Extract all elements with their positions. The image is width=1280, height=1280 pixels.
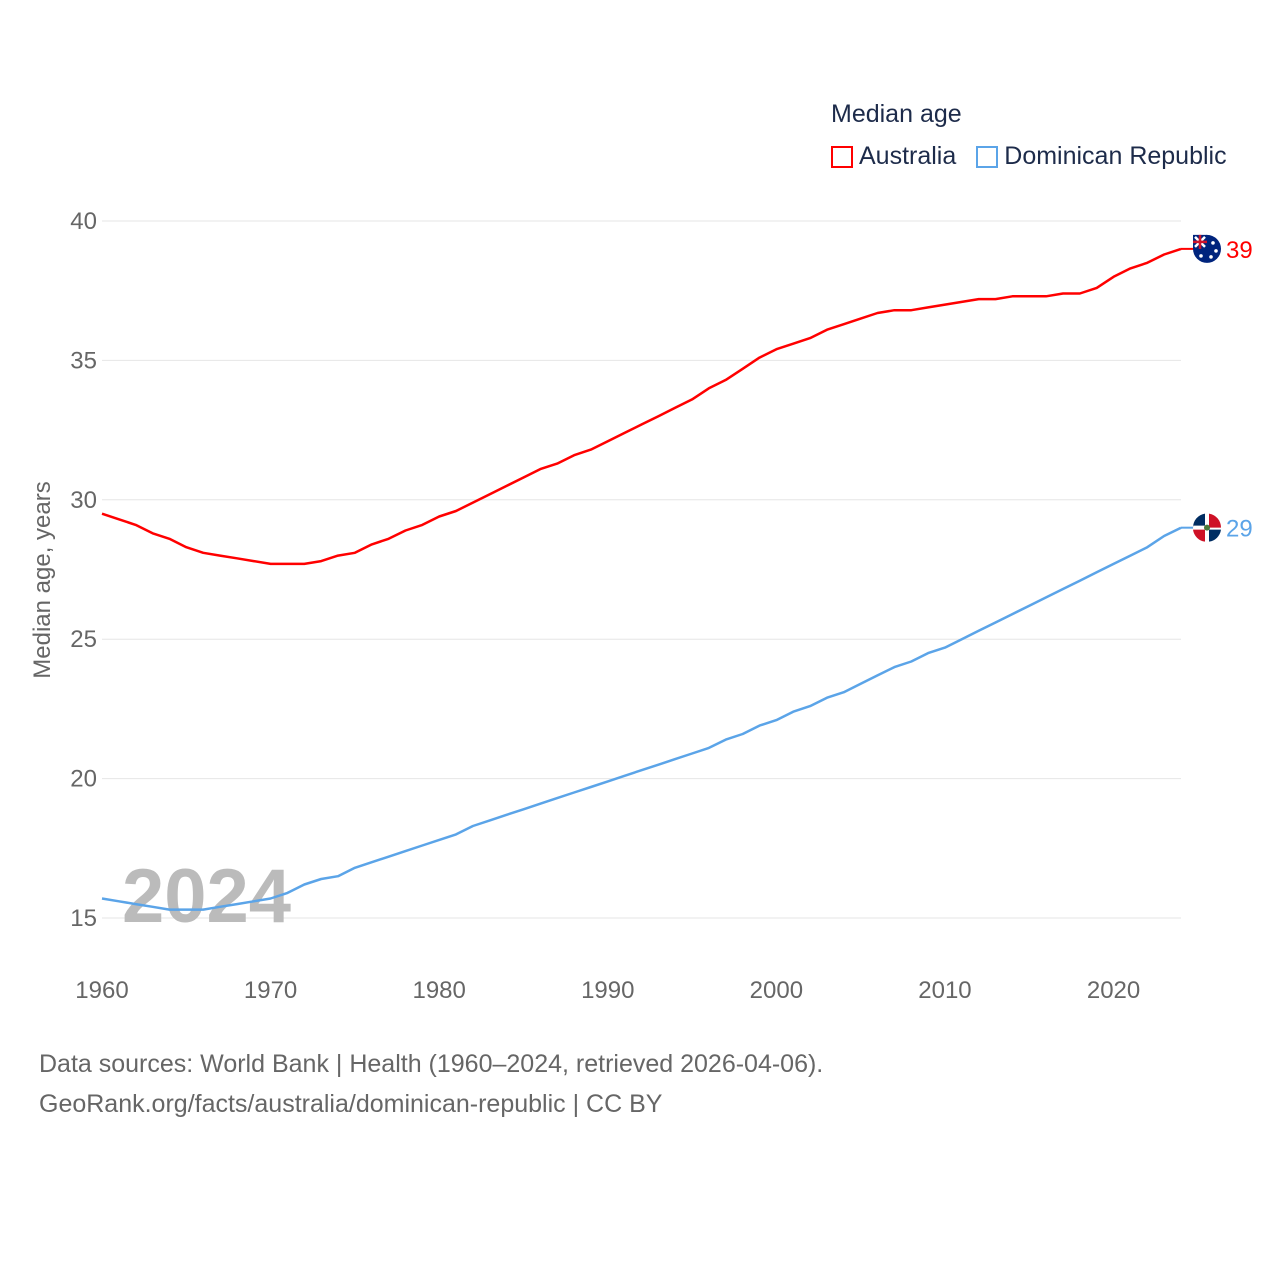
footer: Data sources: World Bank | Health (1960–… [39,1044,823,1124]
flag-q2 [1209,513,1222,528]
x-tick-label: 2020 [1087,977,1140,1004]
flag-star [1211,241,1215,245]
end-value-label: 29 [1226,516,1253,543]
x-axis-ticks: 1960 1970 1980 1990 2000 2010 2020 [75,977,1140,1004]
source-link[interactable]: GeoRank.org/facts/australia/dominican-re… [39,1090,663,1118]
legend-label: Australia [859,142,957,170]
flag-q4 [1209,529,1221,542]
legend-swatch-australia [831,145,853,168]
legend-swatch-dominican-republic [976,145,999,168]
flag-emblem [1204,524,1210,531]
flag-star [1209,255,1213,259]
y-tick-label: 25 [70,626,97,653]
flag-cross [1193,234,1207,249]
australia-flag-icon [1193,234,1221,263]
dominican-republic-flag-icon [1192,513,1222,542]
legend-title: Median age [831,100,962,128]
legend-item-dominican-republic[interactable]: Dominican Republic [976,142,1227,171]
y-tick-label: 40 [70,208,97,235]
x-tick-label: 1980 [412,977,465,1004]
y-tick-label: 30 [70,487,97,514]
series-line-dominican-republic [101,526,1182,911]
x-tick-label: 2000 [750,977,803,1004]
flag-star [1214,249,1218,253]
gridlines [102,220,1181,919]
x-tick-label: 1970 [244,977,297,1004]
legend-label: Dominican Republic [1004,142,1227,170]
legend-item-australia[interactable]: Australia [831,142,956,171]
flag-star [1199,254,1203,258]
x-tick-label: 1960 [75,977,128,1004]
legend: Australia Dominican Republic [831,142,1247,171]
y-axis-ticks: 15 20 25 30 35 40 [70,208,97,932]
y-axis-label: Median age, years [29,481,56,678]
y-tick-label: 15 [70,905,97,932]
year-watermark: 2024 [122,854,291,939]
series-lines: 39 29 [101,234,1253,911]
x-tick-label: 2010 [918,977,971,1004]
end-value-label: 39 [1226,237,1253,264]
data-sources: Data sources: World Bank | Health (1960–… [39,1050,824,1078]
x-tick-label: 1990 [581,977,634,1004]
series-line-australia [101,247,1182,566]
y-tick-label: 20 [70,766,97,793]
flag-q1 [1192,513,1205,528]
flag-q3 [1193,529,1205,542]
y-tick-label: 35 [70,347,97,374]
